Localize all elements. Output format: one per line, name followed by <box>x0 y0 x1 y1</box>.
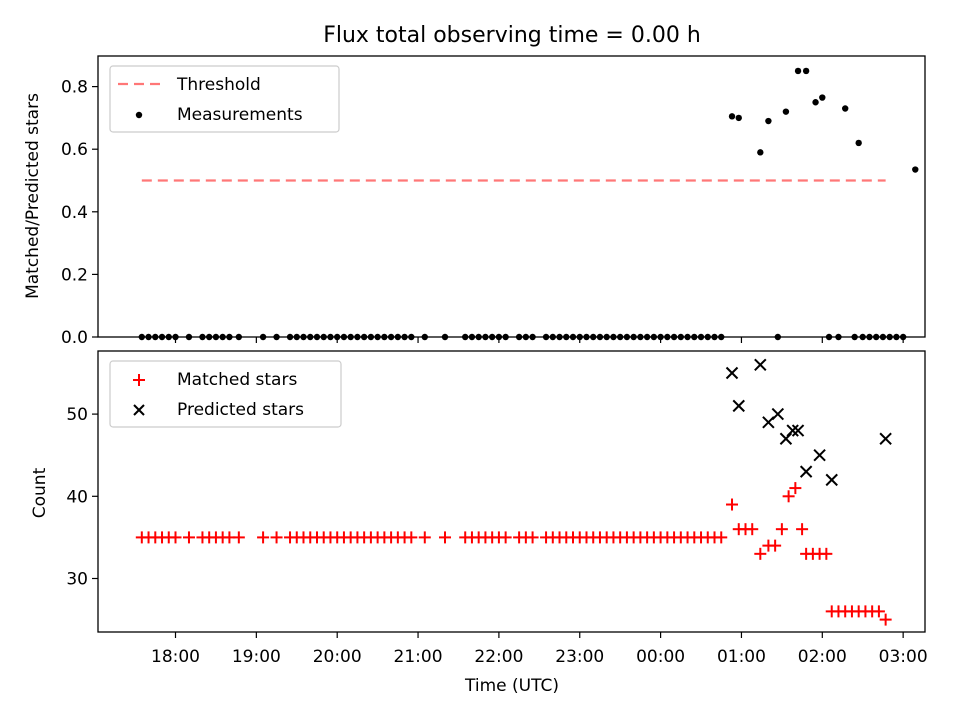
measurement-point <box>782 108 790 115</box>
top-panel: Flux total observing time = 0.00 h Match… <box>23 23 926 348</box>
matched-star-point <box>775 523 788 536</box>
legend-measurements-swatch <box>135 111 143 119</box>
predicted-star-point <box>754 358 767 371</box>
bottom-legend: Matched stars Predicted stars <box>109 360 342 428</box>
predicted-star-stroke <box>725 366 739 380</box>
bottom-xtick-label: 23:00 <box>555 647 604 667</box>
matched-star-point <box>782 490 795 503</box>
legend-measurements-label: Measurements <box>177 105 303 125</box>
predicted-star-stroke <box>732 399 745 413</box>
bottom-ylabel: Count <box>30 467 50 518</box>
bottom-axis-ticks: 30 40 50 18:00 19:00 20:00 21:00 22:00 23:00 00:0… <box>66 405 927 667</box>
bottom-ytick-label: 30 <box>66 570 88 590</box>
top-ylabel: Matched/Predicted stars <box>23 93 43 299</box>
bottom-xtick-label: 21:00 <box>394 647 443 667</box>
bottom-xtick-label: 00:00 <box>636 647 685 667</box>
predicted-star-stroke <box>879 432 892 445</box>
predicted-star-stroke <box>813 448 826 462</box>
predicted-star-point <box>825 473 838 487</box>
matched-star-point <box>820 547 833 560</box>
matched-star-point <box>405 531 418 544</box>
legend-predicted-label: Predicted stars <box>177 400 304 420</box>
matched-star-point <box>879 613 892 626</box>
predicted-star-point <box>732 399 745 413</box>
top-ytick-label: 0.6 <box>61 140 88 160</box>
bottom-panel: Count Time (UTC) 30 40 50 18:00 19:00 20:00 21… <box>30 350 928 696</box>
top-axis-ticks: 0.0 0.2 0.4 0.6 0.8 <box>61 78 904 348</box>
measurement-point <box>812 99 819 106</box>
predicted-star-point <box>791 424 805 437</box>
top-title: Flux total observing time = 0.00 h <box>323 23 701 48</box>
matched-star-point <box>872 605 885 618</box>
top-ytick-label: 0.8 <box>61 78 88 98</box>
bottom-xlabel: Time (UTC) <box>464 676 559 696</box>
matched-star-point <box>526 531 539 544</box>
predicted-star-stroke <box>799 465 813 478</box>
bottom-xtick-label: 19:00 <box>232 647 281 667</box>
top-legend: Threshold Measurements <box>109 65 340 133</box>
matched-star-point <box>746 523 759 536</box>
matched-star-point <box>726 498 739 511</box>
predicted-star-point <box>799 465 813 478</box>
predicted-star-stroke <box>779 432 793 445</box>
matched-star-point <box>439 531 451 544</box>
predicted-star-point <box>725 366 739 380</box>
measurement-point <box>794 67 802 75</box>
measurement-point <box>855 139 862 147</box>
matched-star-points <box>135 482 892 626</box>
matched-star-point <box>769 539 782 552</box>
measurement-point <box>765 117 772 125</box>
matched-star-point <box>182 531 195 544</box>
measurement-point <box>757 149 764 156</box>
top-ytick-label: 0.0 <box>61 328 88 348</box>
predicted-star-point <box>786 424 799 437</box>
top-legend-box <box>109 65 340 133</box>
predicted-star-stroke <box>786 424 799 437</box>
bottom-xtick-label: 02:00 <box>798 647 847 667</box>
bottom-plot-frame <box>97 350 926 633</box>
top-ytick-label: 0.2 <box>61 265 88 285</box>
bottom-ytick-label: 50 <box>66 405 88 425</box>
top-ytick-label: 0.4 <box>61 203 88 223</box>
matched-star-point <box>715 531 728 544</box>
predicted-star-stroke <box>754 358 767 371</box>
predicted-star-stroke <box>771 407 785 421</box>
matched-star-point <box>754 547 767 560</box>
matched-star-point <box>232 531 245 544</box>
bottom-xtick-label: 18:00 <box>151 647 200 667</box>
measurement-point <box>802 67 810 75</box>
matched-star-point <box>796 523 809 536</box>
measurement-point <box>819 94 826 101</box>
legend-matched-label: Matched stars <box>177 370 297 390</box>
predicted-star-stroke <box>825 473 838 487</box>
bottom-xtick-label: 22:00 <box>474 647 523 667</box>
bottom-xtick-label: 03:00 <box>879 647 928 667</box>
matched-star-point <box>169 531 182 544</box>
predicted-star-point <box>779 432 793 445</box>
bottom-xtick-label: 20:00 <box>313 647 362 667</box>
predicted-star-point <box>879 432 892 445</box>
measurement-point <box>912 166 919 173</box>
matched-star-point <box>257 531 270 544</box>
matched-star-point <box>789 482 802 495</box>
measurement-point <box>842 105 849 112</box>
matched-star-point <box>499 531 512 544</box>
bottom-ytick-label: 40 <box>66 487 88 507</box>
predicted-star-point <box>813 448 826 462</box>
predicted-star-stroke <box>791 424 805 437</box>
top-plot-frame <box>97 55 926 338</box>
predicted-star-point <box>771 407 785 421</box>
matched-star-point <box>418 531 431 544</box>
bottom-xtick-label: 01:00 <box>717 647 766 667</box>
bottom-legend-box <box>109 360 342 428</box>
legend-predicted-swatch <box>133 404 145 416</box>
predicted-star-points <box>725 358 892 487</box>
measurement-point <box>735 114 742 122</box>
legend-threshold-label: Threshold <box>176 75 261 95</box>
legend-matched-swatch <box>133 374 145 386</box>
measurement-point <box>728 113 736 120</box>
matched-star-point <box>270 531 283 544</box>
